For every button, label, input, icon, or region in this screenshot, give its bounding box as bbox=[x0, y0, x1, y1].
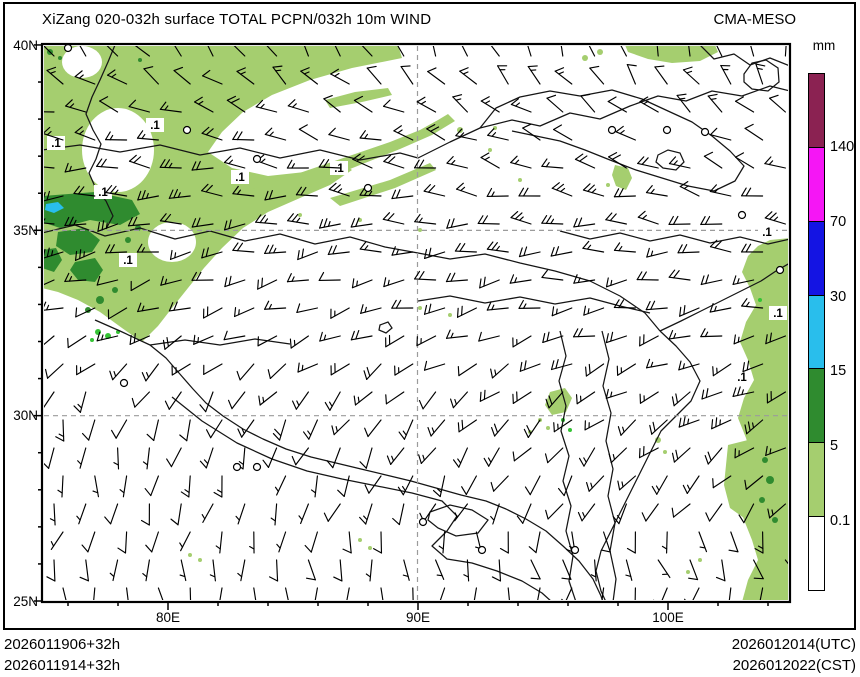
lat-axis-label-40n: 40N bbox=[13, 38, 38, 53]
figure-border bbox=[3, 2, 856, 630]
model-name-label: CMA-MESO bbox=[713, 11, 797, 28]
valid-time-cst-label: 2026012022(CST) bbox=[732, 657, 856, 674]
svg-text:.1: .1 bbox=[98, 187, 108, 199]
colorbar-segment bbox=[808, 516, 825, 592]
svg-text:.1: .1 bbox=[150, 120, 160, 132]
colorbar bbox=[808, 73, 825, 592]
colorbar-segment bbox=[808, 368, 825, 444]
map-frame bbox=[40, 42, 792, 604]
colorbar-segment bbox=[808, 442, 825, 518]
lon-axis-label-80e: 80E bbox=[155, 610, 181, 625]
svg-text:.1: .1 bbox=[235, 172, 245, 184]
svg-text:.1: .1 bbox=[737, 372, 747, 384]
lat-axis-label-30n: 30N bbox=[13, 408, 38, 423]
init-time-cst-label: 2026011914+32h bbox=[4, 657, 121, 674]
svg-text:.1: .1 bbox=[762, 227, 772, 239]
svg-text:.1: .1 bbox=[123, 255, 133, 267]
colorbar-segment bbox=[808, 146, 825, 222]
init-time-utc-label: 2026011906+32h bbox=[4, 636, 121, 653]
contour-label-layer: .1 .1 .1 .1 .1 .1 .1 .1 .1 bbox=[47, 118, 787, 384]
colorbar-segment bbox=[808, 220, 825, 296]
chart-title: XiZang 020-032h surface TOTAL PCPN/032h … bbox=[42, 11, 432, 28]
colorbar-tick-label: 140 bbox=[830, 138, 855, 155]
colorbar-tick-label: 0.1 bbox=[830, 513, 851, 530]
svg-text:.1: .1 bbox=[51, 138, 61, 150]
gridline-layer bbox=[44, 46, 788, 600]
colorbar-unit-label: mm bbox=[812, 38, 836, 53]
lat-axis-label-35n: 35N bbox=[13, 223, 38, 238]
colorbar-tick-label: 30 bbox=[830, 288, 847, 305]
valid-time-utc-label: 2026012014(UTC) bbox=[731, 636, 856, 653]
lon-axis-label-90e: 90E bbox=[405, 610, 431, 625]
colorbar-tick-label: 15 bbox=[830, 363, 847, 380]
lon-axis-label-100e: 100E bbox=[652, 610, 684, 625]
svg-text:.1: .1 bbox=[773, 308, 783, 320]
wind-barb-layer bbox=[44, 46, 788, 600]
colorbar-tick-label: 70 bbox=[830, 213, 847, 230]
colorbar-segment bbox=[808, 73, 825, 148]
svg-text:.1: .1 bbox=[334, 163, 344, 175]
colorbar-tick-label: 5 bbox=[830, 438, 839, 455]
lat-axis-label-25n: 25N bbox=[13, 594, 38, 609]
calm-circle-layer bbox=[63, 43, 785, 555]
colorbar-segment bbox=[808, 294, 825, 370]
